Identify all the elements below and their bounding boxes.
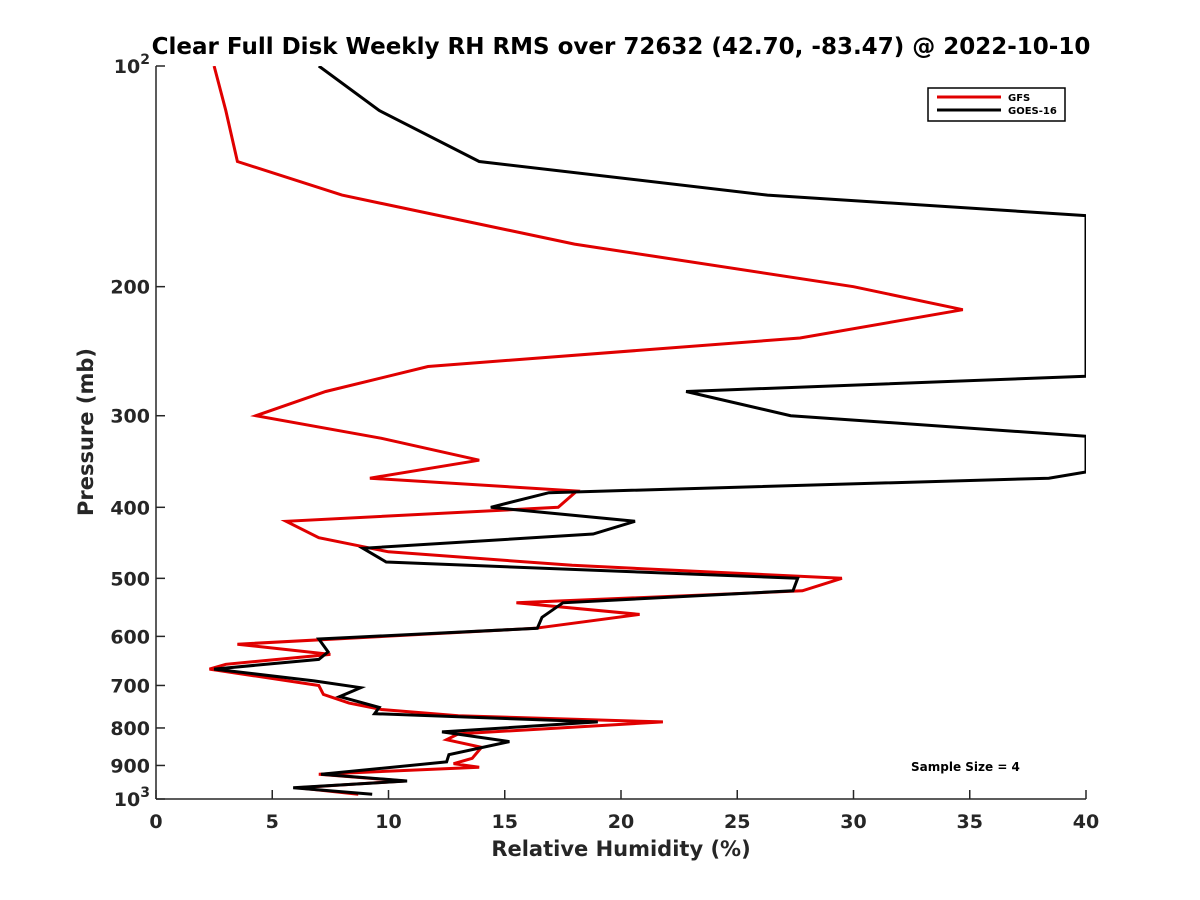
- series-line-gfs: [209, 66, 964, 796]
- chart-title: Clear Full Disk Weekly RH RMS over 72632…: [152, 34, 1091, 60]
- y-tick-label: 400: [110, 497, 150, 519]
- x-axis-ticks: 0 5 10 15 20 25 30 35 40: [149, 790, 1099, 833]
- y-tick-label: 102: [114, 52, 150, 78]
- y-axis-ticks: 102 200 300 400 500 600 700 800 900 103: [110, 52, 165, 811]
- x-tick-label: 40: [1073, 811, 1099, 833]
- x-tick-label: 35: [957, 811, 983, 833]
- series-layer: [209, 66, 1086, 796]
- x-tick-label: 25: [724, 811, 750, 833]
- x-tick-label: 0: [149, 811, 162, 833]
- plot-area-frame: [156, 66, 1086, 799]
- x-tick-label: 15: [492, 811, 518, 833]
- x-axis-label: Relative Humidity (%): [491, 837, 750, 861]
- y-tick-label: 600: [110, 626, 150, 648]
- legend-label-gfs: GFS: [1008, 93, 1030, 104]
- y-tick-label: 300: [110, 406, 150, 428]
- legend-label-goes-16: GOES-16: [1008, 106, 1057, 117]
- x-tick-label: 10: [375, 811, 401, 833]
- y-tick-label: 103: [114, 785, 150, 811]
- x-tick-label: 5: [266, 811, 279, 833]
- y-tick-label: 900: [110, 755, 150, 777]
- x-tick-label: 30: [840, 811, 866, 833]
- legend: GFS GOES-16: [927, 87, 1066, 122]
- y-tick-label: 500: [110, 568, 150, 590]
- series-line-goes-16: [213, 66, 1086, 796]
- sample-size-note: Sample Size = 4: [911, 760, 1020, 774]
- y-axis-label: Pressure (mb): [74, 348, 98, 516]
- y-tick-label: 700: [110, 675, 150, 697]
- x-tick-label: 20: [608, 811, 634, 833]
- y-tick-label: 800: [110, 718, 150, 740]
- y-tick-label: 200: [110, 277, 150, 299]
- legend-box: [927, 87, 1066, 122]
